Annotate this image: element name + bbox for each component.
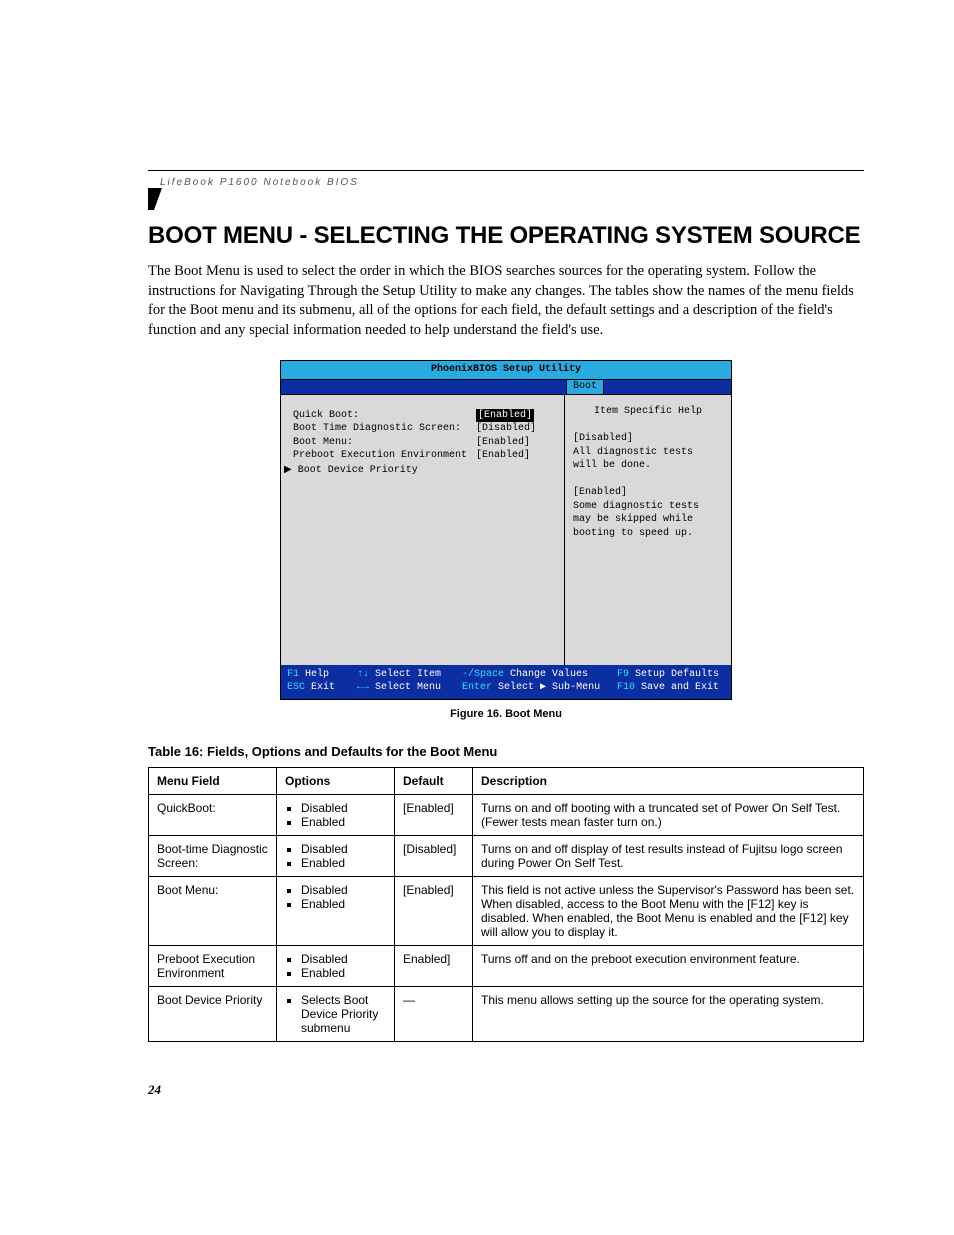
cell-menu-field: QuickBoot: — [149, 794, 277, 835]
cell-options: DisabledEnabled — [277, 945, 395, 986]
bios-key-f10: F10 — [617, 682, 635, 693]
bios-key-space: -/Space — [462, 669, 504, 680]
bios-submenu-row[interactable]: ▶ Boot Device Priority — [293, 463, 556, 478]
option-item: Disabled — [301, 952, 386, 966]
bios-field-row[interactable]: Boot Time Diagnostic Screen:[Disabled] — [293, 422, 556, 436]
bios-key-leftright: ←→ — [357, 682, 369, 693]
bios-key-esc: ESC — [287, 682, 305, 693]
table-header: Default — [395, 767, 473, 794]
cell-default: Enabled] — [395, 945, 473, 986]
cell-description: Turns off and on the preboot execution e… — [473, 945, 864, 986]
bios-tab-bar: Boot — [281, 380, 731, 395]
cell-description: Turns on and off booting with a truncate… — [473, 794, 864, 835]
table-row: Preboot Execution EnvironmentDisabledEna… — [149, 945, 864, 986]
cell-description: Turns on and off display of test results… — [473, 835, 864, 876]
bios-field-value[interactable]: [Disabled] — [476, 422, 556, 436]
table-row: QuickBoot:DisabledEnabled[Enabled]Turns … — [149, 794, 864, 835]
table-row: Boot Device Priority Selects Boot Device … — [149, 986, 864, 1041]
bios-field-label: Quick Boot: — [293, 409, 476, 423]
cell-options: Selects Boot Device Priority submenu — [277, 986, 395, 1041]
cell-description: This menu allows setting up the source f… — [473, 986, 864, 1041]
bios-screenshot: PhoenixBIOS Setup Utility Boot Quick Boo… — [280, 360, 732, 700]
options-table: Menu FieldOptionsDefaultDescription Quic… — [148, 767, 864, 1042]
option-item: Enabled — [301, 815, 386, 829]
intro-paragraph: The Boot Menu is used to select the orde… — [148, 262, 864, 340]
corner-flag-icon — [148, 188, 162, 210]
cell-default: — — [395, 986, 473, 1041]
bios-field-value[interactable]: [Enabled] — [476, 436, 556, 450]
bios-field-label: Boot Time Diagnostic Screen: — [293, 422, 476, 436]
cell-default: [Enabled] — [395, 794, 473, 835]
table-row: Boot-time Diagnostic Screen:DisabledEnab… — [149, 835, 864, 876]
bios-key-updown: ↑↓ — [357, 669, 369, 680]
page-number: 24 — [148, 1082, 864, 1098]
bios-footer: F1 Help ↑↓ Select Item -/Space Change Va… — [281, 665, 731, 699]
cell-options: DisabledEnabled — [277, 835, 395, 876]
cell-menu-field: Boot-time Diagnostic Screen: — [149, 835, 277, 876]
bios-left-panel: Quick Boot:[Enabled]Boot Time Diagnostic… — [281, 395, 565, 665]
cell-menu-field: Preboot Execution Environment — [149, 945, 277, 986]
option-item: Enabled — [301, 897, 386, 911]
bios-key-enter: Enter — [462, 682, 492, 693]
triangle-right-icon: ▶ — [284, 464, 292, 475]
option-item: Disabled — [301, 883, 386, 897]
option-item: Selects Boot Device Priority submenu — [301, 993, 386, 1035]
cell-default: [Enabled] — [395, 876, 473, 945]
bios-field-row[interactable]: Quick Boot:[Enabled] — [293, 409, 556, 423]
cell-description: This field is not active unless the Supe… — [473, 876, 864, 945]
bios-field-value[interactable]: [Enabled] — [476, 449, 556, 463]
cell-options: DisabledEnabled — [277, 876, 395, 945]
table-header: Options — [277, 767, 395, 794]
cell-menu-field: Boot Menu: — [149, 876, 277, 945]
bios-help-panel: Item Specific Help [Disabled]All diagnos… — [565, 395, 731, 665]
cell-default: [Disabled] — [395, 835, 473, 876]
bios-field-value[interactable]: [Enabled] — [476, 409, 556, 423]
bios-field-label: Preboot Execution Environment — [293, 449, 476, 463]
table-header: Menu Field — [149, 767, 277, 794]
option-item: Disabled — [301, 801, 386, 815]
table-header: Description — [473, 767, 864, 794]
page-title: BOOT MENU - SELECTING THE OPERATING SYST… — [148, 222, 864, 250]
bios-help-line: [Enabled] — [573, 486, 723, 500]
bios-field-label: Boot Menu: — [293, 436, 476, 450]
table-row: Boot Menu:DisabledEnabled[Enabled]This f… — [149, 876, 864, 945]
bios-help-title: Item Specific Help — [573, 405, 723, 419]
cell-menu-field: Boot Device Priority — [149, 986, 277, 1041]
bios-help-line: All diagnostic tests will be done. — [573, 446, 723, 473]
option-item: Enabled — [301, 856, 386, 870]
bios-help-line — [573, 473, 723, 487]
bios-help-line: Some diagnostic tests may be skipped whi… — [573, 500, 723, 541]
bios-tab-boot[interactable]: Boot — [566, 380, 604, 394]
figure-caption: Figure 16. Boot Menu — [148, 708, 864, 720]
bios-field-row[interactable]: Boot Menu:[Enabled] — [293, 436, 556, 450]
cell-options: DisabledEnabled — [277, 794, 395, 835]
bios-key-f1: F1 — [287, 669, 299, 680]
bios-key-f9: F9 — [617, 669, 629, 680]
doc-header: LifeBook P1600 Notebook BIOS — [148, 175, 864, 188]
bios-utility-title: PhoenixBIOS Setup Utility — [281, 361, 731, 380]
bios-help-line: [Disabled] — [573, 432, 723, 446]
bios-field-row[interactable]: Preboot Execution Environment[Enabled] — [293, 449, 556, 463]
option-item: Enabled — [301, 966, 386, 980]
option-item: Disabled — [301, 842, 386, 856]
table-title: Table 16: Fields, Options and Defaults f… — [148, 744, 864, 759]
